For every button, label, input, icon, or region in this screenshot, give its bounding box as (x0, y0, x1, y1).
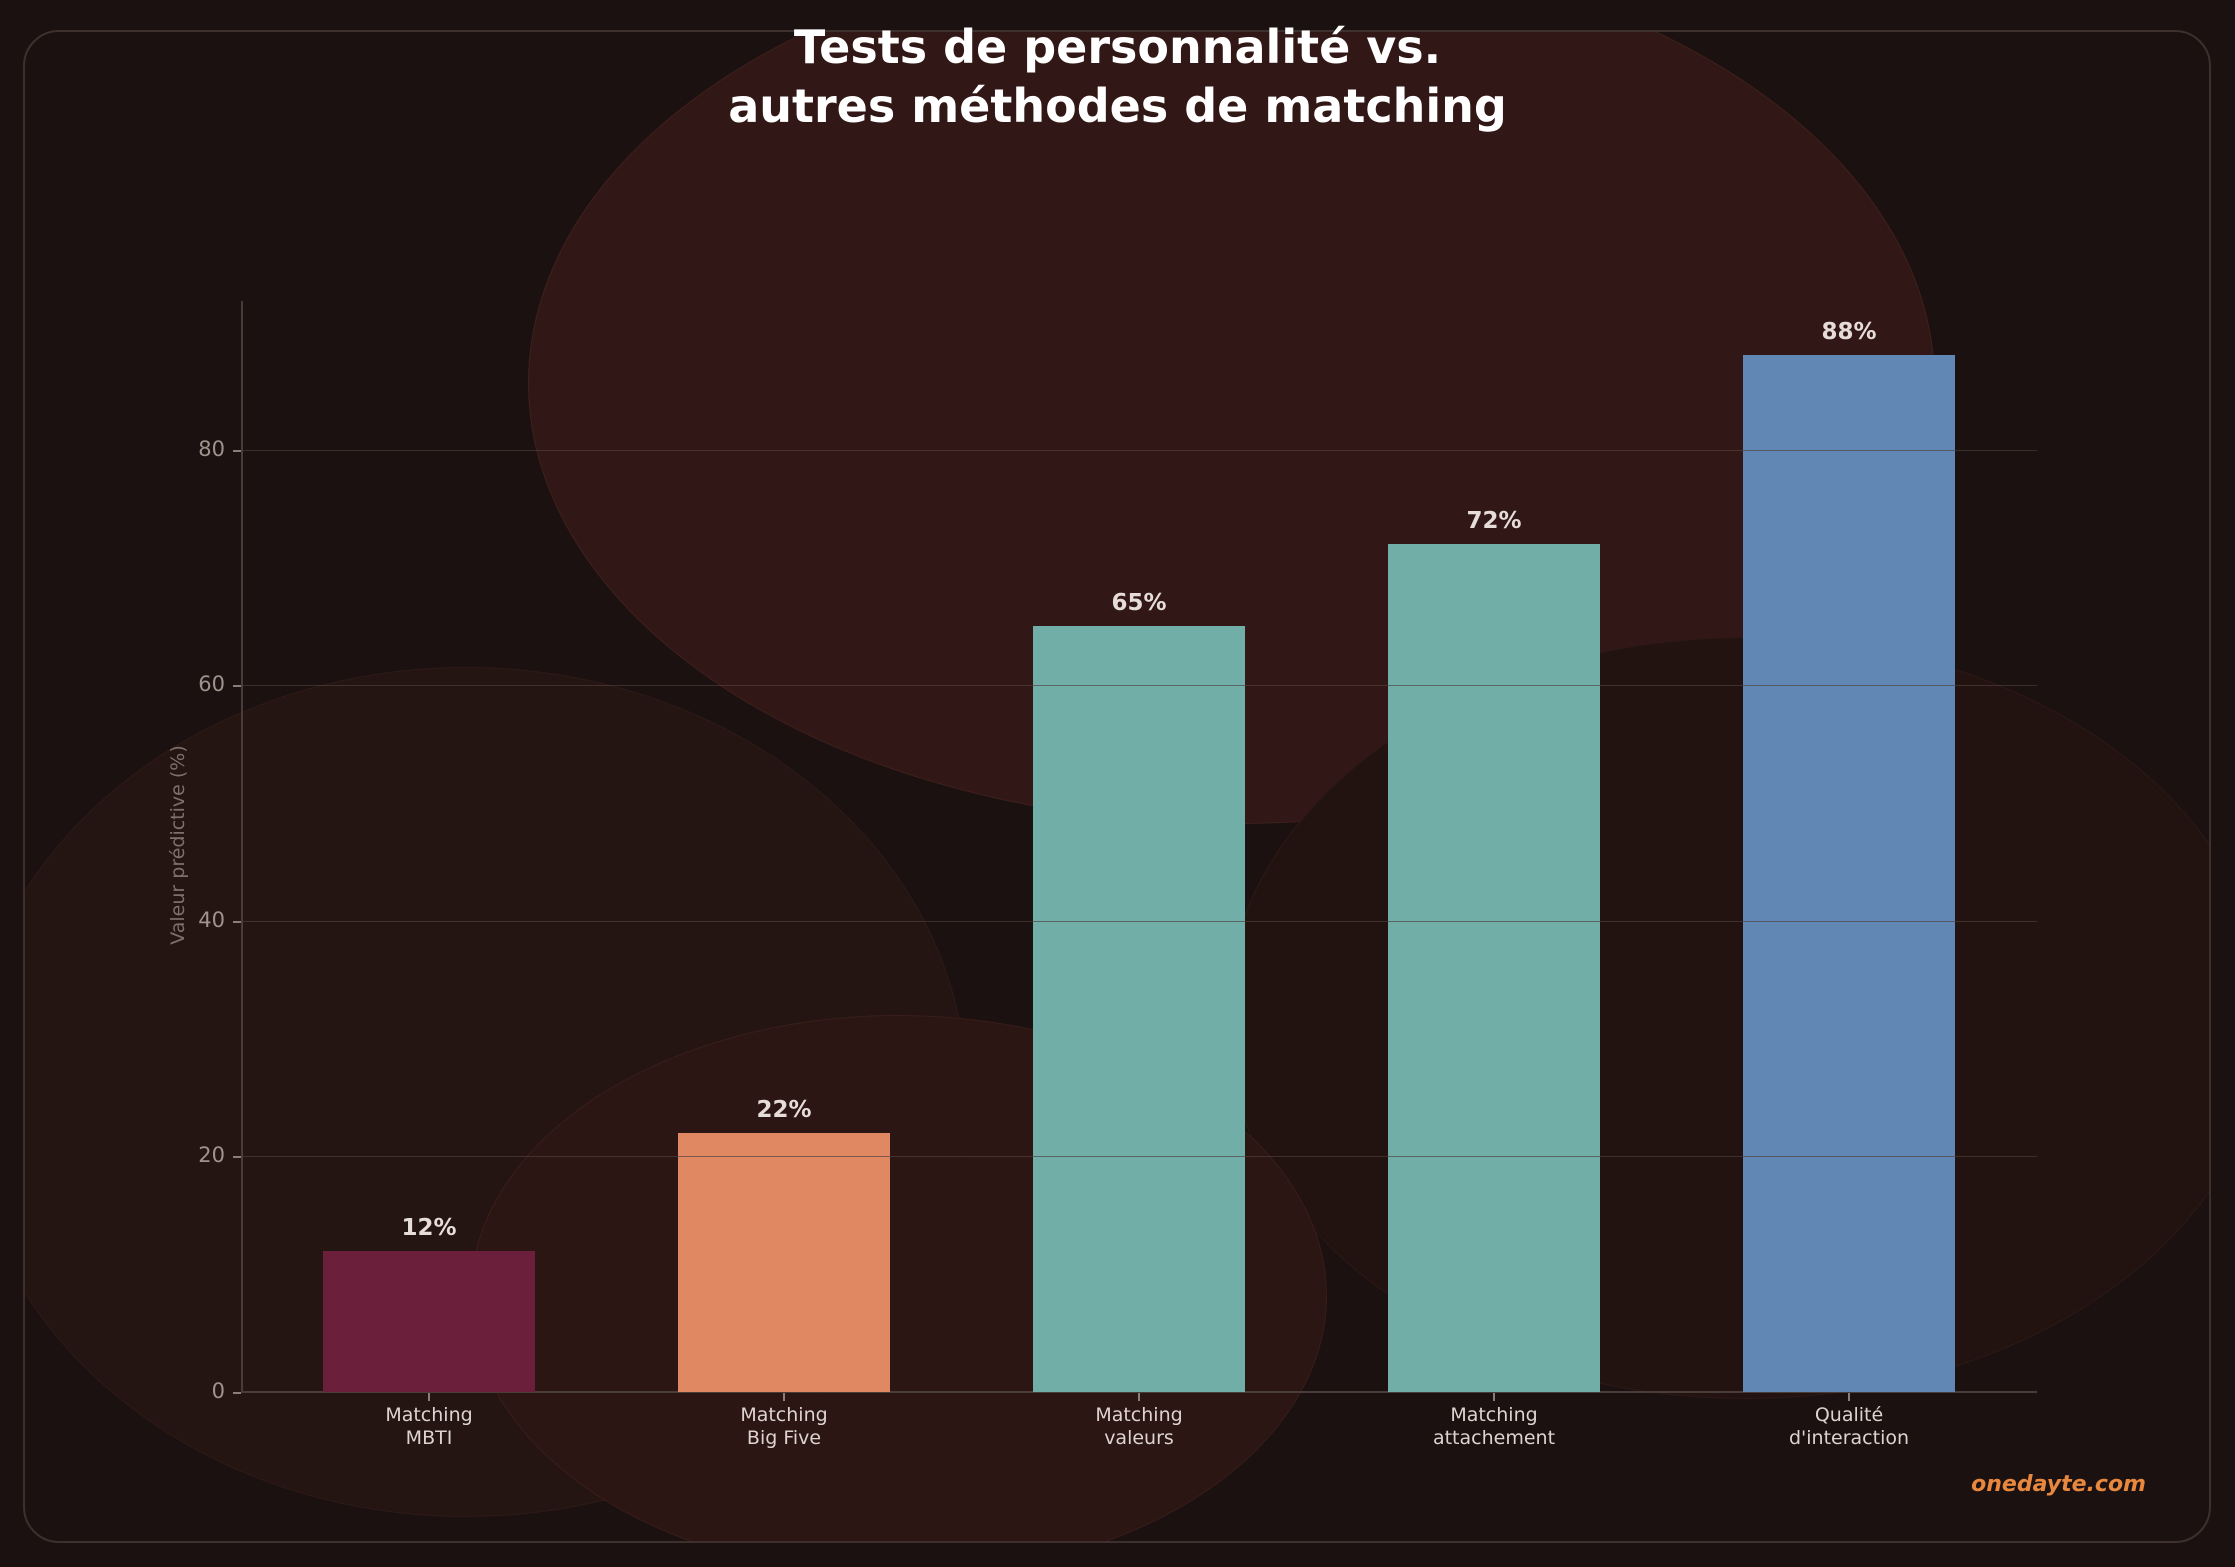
x-tick (783, 1393, 785, 1401)
x-tick-label: Matching Big Five (654, 1404, 914, 1450)
gridline-segment (1743, 685, 1955, 686)
x-tick-label: Qualité d'interaction (1719, 1404, 1979, 1450)
x-tick-label: Matching valeurs (1009, 1404, 1269, 1450)
gridline-segment (1388, 921, 1600, 922)
bar (678, 1133, 890, 1392)
x-tick-label-line: attachement (1432, 1427, 1556, 1449)
x-tick (1848, 1393, 1850, 1401)
x-tick-label-line: MBTI (405, 1427, 453, 1449)
x-tick (1138, 1393, 1140, 1401)
x-tick (428, 1393, 430, 1401)
x-axis-line (241, 1391, 2037, 1393)
bar (323, 1251, 535, 1392)
y-axis-line (241, 301, 243, 1392)
gridline-segment (1388, 685, 1600, 686)
y-tick (233, 921, 241, 923)
x-tick-label-line: Big Five (746, 1427, 822, 1449)
x-tick-label-line: Matching (740, 1404, 828, 1426)
gridline-segment (1743, 450, 1955, 451)
bar-value-label: 12% (401, 1215, 457, 1241)
x-tick-label-line: d'interaction (1788, 1427, 1910, 1449)
gridline-segment (1033, 1156, 1245, 1157)
bar (1033, 626, 1245, 1392)
bar-value-label: 22% (756, 1097, 812, 1123)
y-tick (233, 1392, 241, 1394)
gridline-segment (1743, 921, 1955, 922)
gridline-segment (1033, 921, 1245, 922)
y-tick (233, 685, 241, 687)
x-tick-label-line: Qualité (1814, 1404, 1884, 1426)
bar (1388, 544, 1600, 1392)
y-tick-label: 80 (198, 437, 225, 461)
x-tick-label: Matching attachement (1364, 1404, 1624, 1450)
x-tick-label: Matching MBTI (299, 1404, 559, 1450)
x-tick-label-line: Matching (1450, 1404, 1538, 1426)
y-tick (233, 450, 241, 452)
bar-value-label: 88% (1821, 319, 1877, 345)
gridline-segment (678, 1156, 890, 1157)
x-tick-label-line: valeurs (1104, 1427, 1174, 1449)
title-line-1: Tests de personnalité vs. (793, 20, 1442, 74)
x-tick-label-line: Matching (1095, 1404, 1183, 1426)
title-line-2: autres méthodes de matching (728, 79, 1507, 133)
y-tick-label: 0 (211, 1379, 225, 1403)
gridline-segment (1388, 1156, 1600, 1157)
chart-title: Tests de personnalité vs. autres méthode… (0, 18, 2235, 136)
brand-watermark: onedayte.com (1971, 1472, 2146, 1497)
y-tick (233, 1156, 241, 1158)
y-tick-label: 20 (198, 1143, 225, 1167)
bar-value-label: 72% (1466, 508, 1522, 534)
gridline-segment (1743, 1156, 1955, 1157)
bar (1743, 355, 1955, 1392)
y-tick-label: 60 (198, 672, 225, 696)
bar-value-label: 65% (1111, 590, 1167, 616)
x-tick-label-line: Matching (385, 1404, 473, 1426)
x-tick (1493, 1393, 1495, 1401)
y-tick-label: 40 (198, 908, 225, 932)
gridline-segment (1033, 685, 1245, 686)
gridline (243, 450, 2037, 451)
